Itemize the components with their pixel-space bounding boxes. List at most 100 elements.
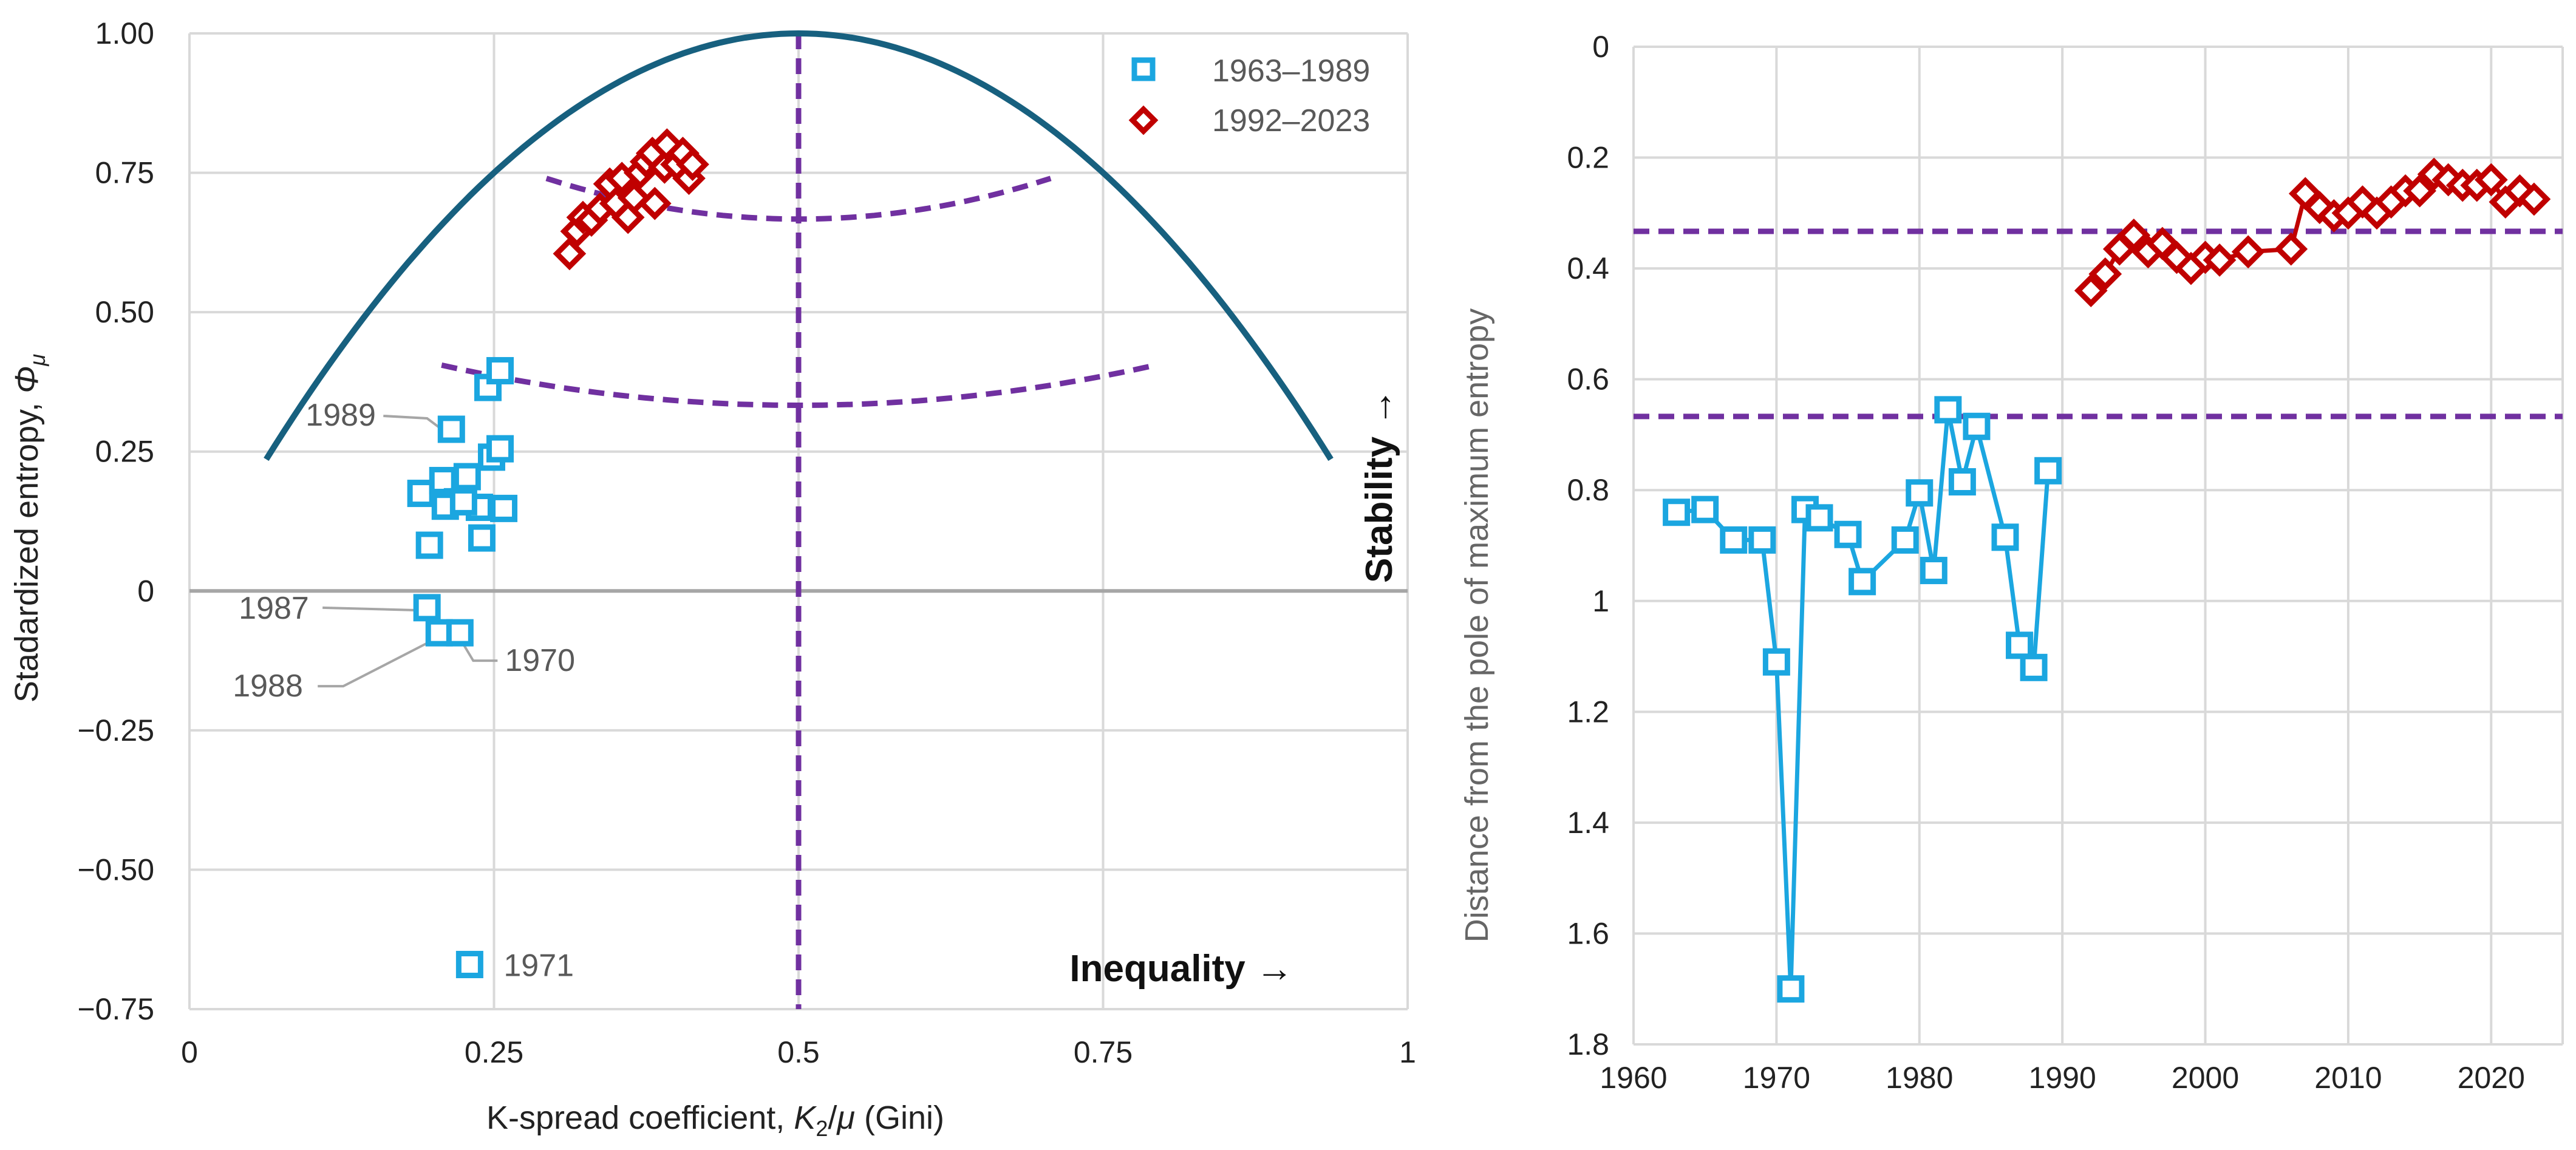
annotation-1987: 1987 <box>239 591 309 626</box>
left-y-tick-label-0: 1.00 <box>95 16 154 50</box>
left-x-axis-title: K-spread coefficient, K2/μ (Gini) <box>486 1100 944 1141</box>
right-x-tick-label-5: 2010 <box>2314 1061 2382 1095</box>
right-square-point-1970 <box>1762 648 1790 676</box>
right-square-point-1981 <box>1920 557 1947 585</box>
stability-direction-label: Stability → <box>1358 389 1400 583</box>
left-chart: 0 0.25 0.5 0.75 1 1.00 0.75 0.50 0.25 0 −0.25 −0.50… <box>9 16 1416 1141</box>
left-x-tick-label-1: 0.25 <box>465 1035 523 1069</box>
leader-1987 <box>322 606 414 611</box>
right-diamond-point-2023 <box>2517 182 2551 216</box>
right-y-tick-label-7: 1.4 <box>1567 806 1609 840</box>
leader-1988 <box>318 639 434 688</box>
right-y-tick-label-8: 1.6 <box>1567 916 1609 950</box>
right-square-point-1963 <box>1663 498 1691 526</box>
right-y-tick-label-3: 0.6 <box>1567 362 1609 396</box>
right-diamond-point-2003 <box>2231 235 2265 269</box>
left-square-point-3 <box>437 415 465 443</box>
left-square-point-15 <box>413 594 441 622</box>
left-guide-arc-2 <box>441 362 1156 409</box>
left-y-axis-title: Stadardized entropy, Φμ <box>9 354 50 703</box>
right-threshold-lines <box>1634 228 2563 420</box>
right-x-tick-label-6: 2020 <box>2458 1061 2525 1095</box>
right-diamond-point-1995 <box>2117 218 2151 252</box>
left-square-point-18 <box>455 951 483 979</box>
right-square-point-1965 <box>1691 495 1719 523</box>
left-square-point-12 <box>486 357 514 385</box>
left-y-tick-label-3: 0.25 <box>95 435 154 469</box>
annotation-1988: 1988 <box>233 669 303 704</box>
left-y-tick-label-4: 0 <box>137 574 154 608</box>
left-y-tick-label-2: 0.50 <box>95 295 154 329</box>
annotation-1971: 1971 <box>503 948 574 984</box>
right-square-point-1969 <box>1748 526 1776 554</box>
right-y-tick-label-1: 0.2 <box>1567 141 1609 175</box>
right-square-point-1971 <box>1777 975 1805 1003</box>
right-y-tick-label-6: 1.2 <box>1567 695 1609 729</box>
left-square-point-14 <box>449 488 477 515</box>
left-data-points <box>407 128 709 979</box>
right-square-point-1988 <box>2020 653 2048 681</box>
right-square-point-1967 <box>1720 526 1748 554</box>
right-y-axis-title: Distance from the pole of maximum entrop… <box>1459 308 1495 942</box>
left-square-point-17 <box>446 619 474 647</box>
right-y-tick-label-9: 1.8 <box>1567 1027 1609 1061</box>
left-y-tick-label-1: 0.75 <box>95 156 154 190</box>
annotation-1970: 1970 <box>505 643 575 678</box>
right-square-point-1976 <box>1849 568 1876 596</box>
right-series-line-1 <box>1676 407 2051 992</box>
left-square-point-11 <box>490 494 518 522</box>
left-y-tick-label-6: −0.50 <box>77 852 154 886</box>
right-square-point-1989 <box>2034 457 2062 485</box>
left-x-tick-label-0: 0 <box>181 1035 198 1069</box>
annotation-1989: 1989 <box>305 398 376 433</box>
right-square-point-1979 <box>1891 526 1919 554</box>
right-chart: 1960 1970 1980 1990 2000 2010 2020 0 0.2 0.4 0.6 0.… <box>1459 30 2564 1095</box>
right-square-point-1980 <box>1906 479 1934 507</box>
left-x-tick-label-3: 0.75 <box>1074 1035 1133 1069</box>
right-data-points <box>1663 157 2551 1003</box>
left-square-point-10 <box>486 435 514 463</box>
left-square-point-5 <box>453 463 481 491</box>
right-square-point-1984 <box>1963 412 1991 440</box>
left-diamond-point-13 <box>638 186 672 220</box>
left-square-point-1 <box>415 531 443 559</box>
right-tick-labels: 1960 1970 1980 1990 2000 2010 2020 0 0.2 0.4 0.6 0.… <box>1567 30 2524 1095</box>
left-square-point-0 <box>407 480 435 508</box>
left-x-tick-label-4: 1 <box>1399 1035 1416 1069</box>
right-square-point-1982 <box>1934 396 1962 424</box>
left-square-point-7 <box>468 524 496 552</box>
right-diamond-point-2015 <box>2403 174 2436 208</box>
leader-1970 <box>461 642 498 662</box>
left-diamond-point-0 <box>553 237 587 271</box>
legend-label-1992-2023: 1992–2023 <box>1212 103 1370 138</box>
right-x-tick-label-2: 1980 <box>1886 1061 1953 1095</box>
right-diamond-point-2001 <box>2203 243 2237 277</box>
right-x-tick-label-3: 1990 <box>2029 1061 2096 1095</box>
legend-square-marker <box>1131 57 1156 81</box>
right-x-tick-label-1: 1970 <box>1743 1061 1810 1095</box>
right-y-tick-label-2: 0.4 <box>1567 251 1609 285</box>
left-parabola-curve <box>264 30 1334 461</box>
leader-1989 <box>383 414 443 430</box>
left-y-tick-label-7: −0.75 <box>77 992 154 1026</box>
right-square-point-1986 <box>1991 523 2019 551</box>
legend-diamond-marker <box>1128 105 1159 135</box>
legend-label-1963-1989: 1963–1989 <box>1212 53 1370 89</box>
left-y-tick-label-5: −0.25 <box>77 713 154 747</box>
left-annotations: 1989 1987 1988 1970 1971 <box>233 398 575 984</box>
right-square-point-1973 <box>1805 504 1833 532</box>
right-square-point-1987 <box>2006 631 2034 659</box>
right-diamond-point-2006 <box>2274 232 2308 266</box>
right-y-tick-label-4: 0.8 <box>1567 473 1609 507</box>
right-x-tick-label-4: 2000 <box>2172 1061 2239 1095</box>
right-x-tick-label-0: 1960 <box>1600 1061 1667 1095</box>
left-diamond-point-19 <box>676 148 709 182</box>
right-square-point-1983 <box>1948 468 1976 496</box>
inequality-direction-label: Inequality → <box>1069 948 1293 990</box>
right-diamond-point-2020 <box>2474 163 2508 197</box>
right-square-point-1975 <box>1834 520 1862 548</box>
right-diamond-point-1992 <box>2074 274 2108 307</box>
left-annotation-leaders <box>318 414 498 688</box>
right-diamond-point-1993 <box>2088 257 2122 291</box>
